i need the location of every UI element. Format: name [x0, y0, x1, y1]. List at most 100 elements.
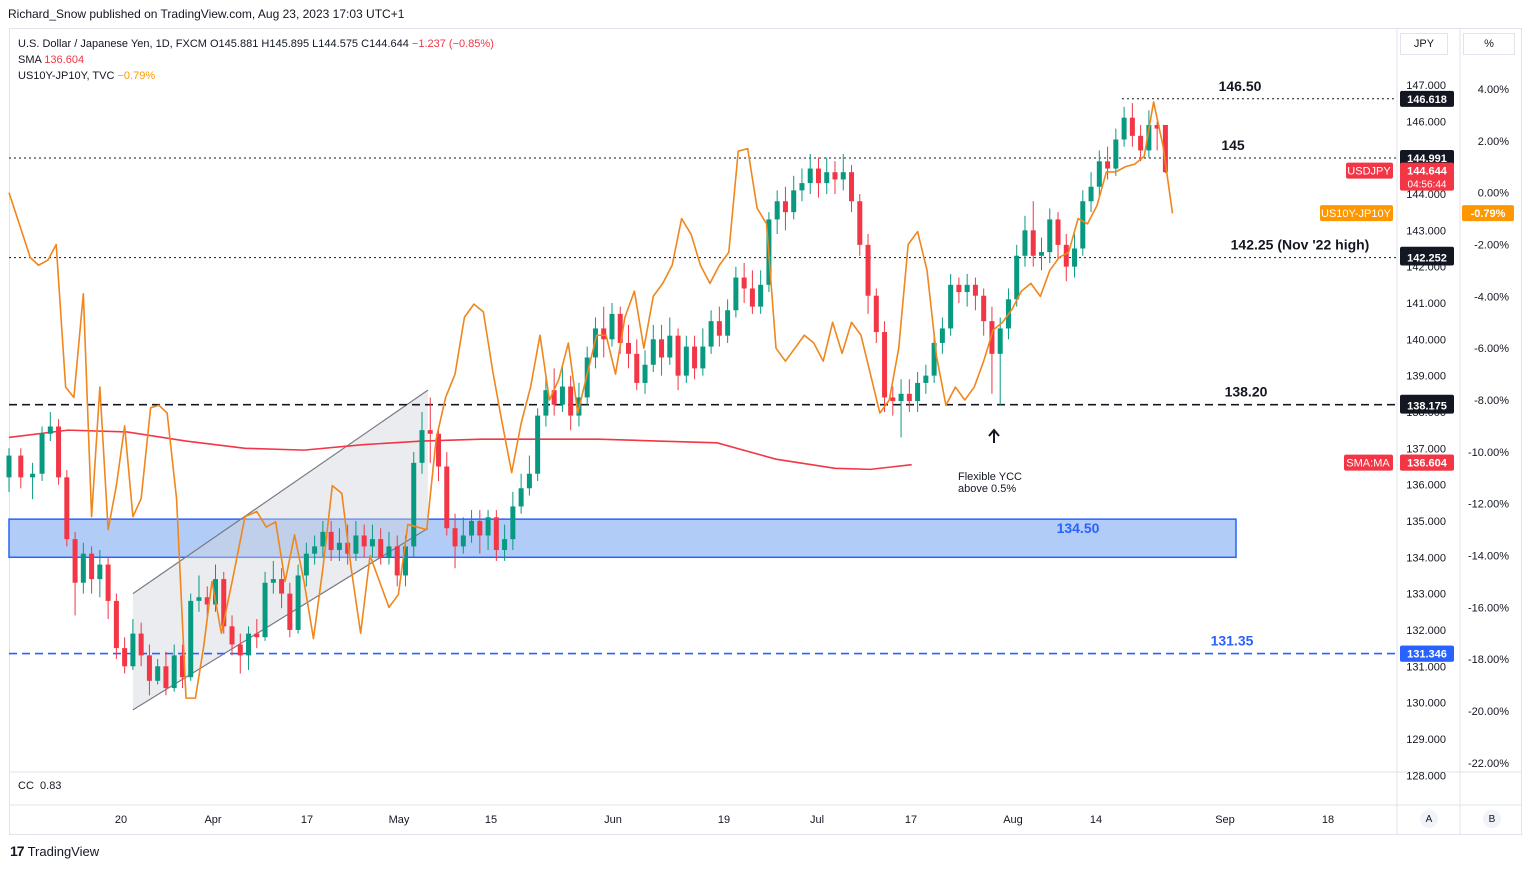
- candle-body-96: [807, 168, 813, 184]
- price-tick-10: 137.000: [1406, 443, 1446, 455]
- candle-body-122: [1022, 230, 1028, 256]
- candle-body-11: [105, 564, 111, 601]
- candle-body-86: [725, 310, 731, 336]
- currency-button[interactable]: JPY: [1400, 33, 1448, 55]
- last-price-symbol-bg: [1346, 162, 1393, 179]
- candle-body-132: [1105, 161, 1111, 169]
- sma-tag-value: 136.604: [1407, 458, 1448, 470]
- candle-body-54: [460, 535, 466, 547]
- candle-body-106: [890, 397, 896, 402]
- annotation-arrow-icon: [988, 428, 1000, 443]
- price-tick-7: 140.000: [1406, 334, 1446, 346]
- legend-open: O145.881: [210, 38, 259, 50]
- legend-sma-label: SMA: [18, 54, 42, 66]
- cc-label: CC: [18, 780, 34, 792]
- channel-upper-line: [132, 389, 429, 595]
- legend-low: L144.575: [312, 38, 359, 50]
- candle-body-5: [56, 426, 62, 478]
- time-tick-2: 17: [301, 814, 313, 826]
- candle-body-108: [906, 393, 912, 402]
- candle-body-25: [221, 579, 227, 627]
- legend-high: H145.895: [261, 38, 310, 50]
- time-tick-5: Jun: [604, 814, 622, 826]
- candle-body-22: [196, 597, 202, 601]
- candle-body-0: [6, 455, 12, 478]
- level-label-2: 142.25 (Nov '22 high): [1231, 237, 1370, 253]
- candle-body-35: [303, 553, 309, 576]
- candle-body-87: [733, 277, 739, 311]
- price-tag-text-0: 146.618: [1407, 94, 1447, 106]
- price-tag-text-3: 142.252: [1407, 252, 1447, 264]
- percent-tick-6: -8.00%: [1474, 395, 1509, 407]
- percent-tick-12: -20.00%: [1468, 706, 1509, 718]
- candle-body-6: [64, 477, 70, 540]
- candle-body-80: [675, 335, 681, 376]
- candle-body-37: [320, 531, 326, 547]
- candle-body-28: [246, 633, 252, 656]
- candle-body-118: [989, 321, 995, 354]
- candle-body-71: [601, 328, 607, 340]
- price-tick-15: 132.000: [1406, 625, 1446, 637]
- percent-tick-3: -2.00%: [1474, 240, 1509, 252]
- time-tick-6: 19: [718, 814, 730, 826]
- candle-body-137: [1146, 124, 1152, 151]
- candle-body-23: [204, 597, 210, 605]
- candle-body-3: [39, 433, 45, 474]
- candle-body-39: [336, 542, 342, 551]
- candle-body-38: [328, 531, 334, 551]
- candle-body-136: [1138, 135, 1144, 151]
- annotation-line-2: above 0.5%: [958, 483, 1016, 495]
- price-tick-8: 139.000: [1406, 371, 1446, 383]
- candle-body-79: [667, 335, 673, 358]
- percent-tick-2: 0.00%: [1478, 188, 1509, 200]
- candle-body-52: [444, 466, 450, 529]
- candle-body-98: [824, 172, 830, 184]
- candle-body-111: [931, 342, 937, 376]
- candle-body-60: [510, 506, 516, 540]
- candle-body-15: [138, 633, 144, 656]
- sma-line: [8, 429, 912, 471]
- spread-tag-value: -0.79%: [1471, 208, 1506, 220]
- candle-body-64: [543, 390, 549, 416]
- price-tag-bg-3: [1400, 249, 1454, 266]
- candle-body-59: [502, 539, 508, 551]
- cc-value: 0.83: [40, 780, 62, 792]
- candle-body-53: [452, 528, 458, 547]
- attribution: Richard_Snow published on TradingView.co…: [8, 7, 405, 21]
- candle-body-92: [774, 201, 780, 220]
- candle-body-34: [295, 575, 301, 630]
- auto-scale-button[interactable]: A: [1420, 810, 1438, 828]
- candle-body-32: [279, 579, 285, 594]
- tradingview-logo[interactable]: 17 TradingView: [10, 843, 99, 859]
- candle-body-112: [939, 328, 945, 343]
- candle-body-113: [948, 284, 954, 329]
- price-tag-text-8: 131.346: [1407, 649, 1447, 661]
- price-tick-0: 147.000: [1406, 80, 1446, 92]
- candle-body-97: [815, 168, 821, 184]
- spread-tag-value-bg: [1462, 205, 1514, 222]
- candle-body-127: [1063, 244, 1069, 267]
- percent-tick-11: -18.00%: [1468, 654, 1509, 666]
- candle-body-57: [485, 517, 491, 536]
- candle-body-83: [700, 346, 706, 369]
- candle-body-36: [312, 546, 318, 554]
- percent-tick-7: -10.00%: [1468, 447, 1509, 459]
- candle-body-29: [254, 633, 260, 638]
- percent-tick-5: -6.00%: [1474, 343, 1509, 355]
- candle-body-135: [1129, 117, 1135, 136]
- candle-body-103: [865, 244, 871, 296]
- candle-body-16: [146, 655, 152, 681]
- percent-tick-10: -16.00%: [1468, 602, 1509, 614]
- candle-body-85: [716, 321, 722, 336]
- candle-body-114: [956, 284, 962, 293]
- b-button[interactable]: B: [1483, 810, 1501, 828]
- sma-tag-symbol: SMA:MA: [1346, 458, 1390, 470]
- price-tick-6: 141.000: [1406, 298, 1446, 310]
- time-tick-10: 14: [1090, 814, 1102, 826]
- candle-body-56: [477, 520, 483, 536]
- price-tag-bg-0: [1400, 90, 1454, 107]
- legend-close: C144.644: [361, 38, 409, 50]
- candle-body-10: [97, 564, 103, 580]
- percent-scale-button[interactable]: %: [1463, 33, 1515, 55]
